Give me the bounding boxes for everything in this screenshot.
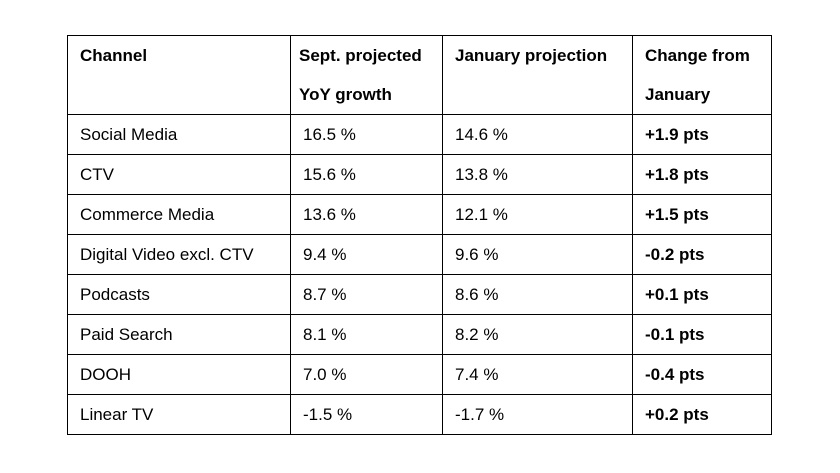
table-row: Commerce Media 13.6 % 12.1 % +1.5 pts [67,194,772,235]
cell-change: +0.1 pts [632,274,772,315]
cell-channel: Paid Search [67,314,291,355]
cell-january: 8.6 % [442,274,633,315]
cell-channel: DOOH [67,354,291,395]
cell-january: -1.7 % [442,394,633,435]
header-change-line1: Change from [645,46,750,65]
cell-change: -0.4 pts [632,354,772,395]
cell-january: 9.6 % [442,234,633,275]
cell-change: +1.8 pts [632,154,772,195]
header-channel-line1: Channel [80,46,148,65]
table-row: Podcasts 8.7 % 8.6 % +0.1 pts [67,274,772,315]
cell-change: -0.2 pts [632,234,772,275]
cell-channel: Podcasts [67,274,291,315]
cell-channel: CTV [67,154,291,195]
table-row: Digital Video excl. CTV 9.4 % 9.6 % -0.2… [67,234,772,275]
cell-sept: 7.0 % [290,354,443,395]
cell-sept: 13.6 % [290,194,443,235]
cell-sept: 9.4 % [290,234,443,275]
table-row: Social Media 16.5 % 14.6 % +1.9 pts [67,114,772,155]
cell-change: -0.1 pts [632,314,772,355]
header-channel: Channel [67,35,291,115]
cell-sept: 8.1 % [290,314,443,355]
cell-channel: Social Media [67,114,291,155]
header-sept-line1: Sept. projected [299,46,422,65]
header-change: Change from January [632,35,772,115]
growth-projection-table: Channel Sept. projected YoY growth Janua… [67,35,772,435]
header-january-line1: January projection [455,46,608,65]
cell-january: 14.6 % [442,114,633,155]
cell-sept: -1.5 % [290,394,443,435]
cell-channel: Commerce Media [67,194,291,235]
cell-january: 12.1 % [442,194,633,235]
cell-channel: Linear TV [67,394,291,435]
header-january-projection: January projection [442,35,633,115]
header-sept-projected: Sept. projected YoY growth [290,35,443,115]
cell-january: 13.8 % [442,154,633,195]
cell-sept: 8.7 % [290,274,443,315]
cell-january: 8.2 % [442,314,633,355]
cell-change: +1.5 pts [632,194,772,235]
table-row: CTV 15.6 % 13.8 % +1.8 pts [67,154,772,195]
cell-sept: 15.6 % [290,154,443,195]
header-change-line2: January [645,85,711,104]
table-row: Paid Search 8.1 % 8.2 % -0.1 pts [67,314,772,355]
cell-january: 7.4 % [442,354,633,395]
table-row: Linear TV -1.5 % -1.7 % +0.2 pts [67,394,772,435]
table-row: DOOH 7.0 % 7.4 % -0.4 pts [67,354,772,395]
cell-change: +0.2 pts [632,394,772,435]
cell-change: +1.9 pts [632,114,772,155]
header-sept-line2: YoY growth [299,85,392,104]
table-header-row: Channel Sept. projected YoY growth Janua… [67,35,772,115]
cell-channel: Digital Video excl. CTV [67,234,291,275]
cell-sept: 16.5 % [290,114,443,155]
